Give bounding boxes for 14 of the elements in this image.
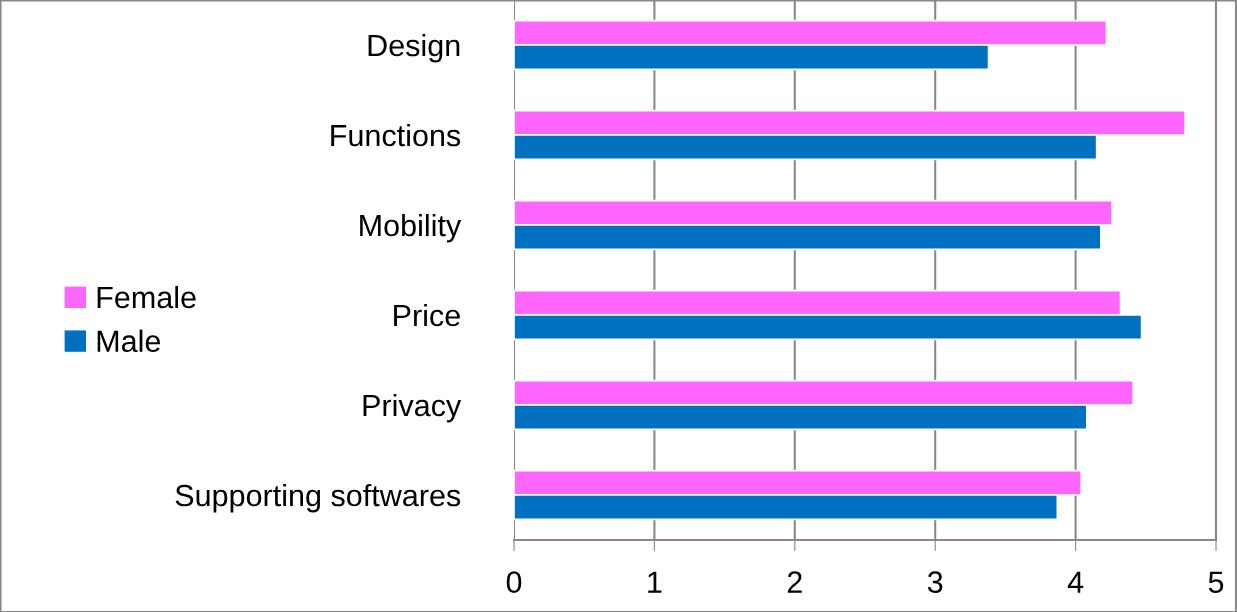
x-tick-label: 2 (787, 571, 802, 593)
y-tick-label: Mobility (360, 213, 462, 243)
x-tick-label: 0 (506, 571, 522, 593)
y-tick-label: Supporting softwares (175, 483, 461, 513)
x-tick-label: 1 (648, 571, 662, 593)
y-tick-label: Privacy (363, 393, 462, 423)
y-tick-label: Functions (331, 123, 461, 147)
y-tick-label: Design (368, 33, 460, 63)
legend-label: Male (97, 329, 161, 353)
legend-label: Female (97, 285, 196, 309)
x-tick-label: 4 (1067, 571, 1084, 593)
y-tick-label: Price (394, 303, 460, 327)
x-tick-label: 5 (1208, 571, 1224, 593)
x-tick-label: 3 (927, 571, 943, 593)
